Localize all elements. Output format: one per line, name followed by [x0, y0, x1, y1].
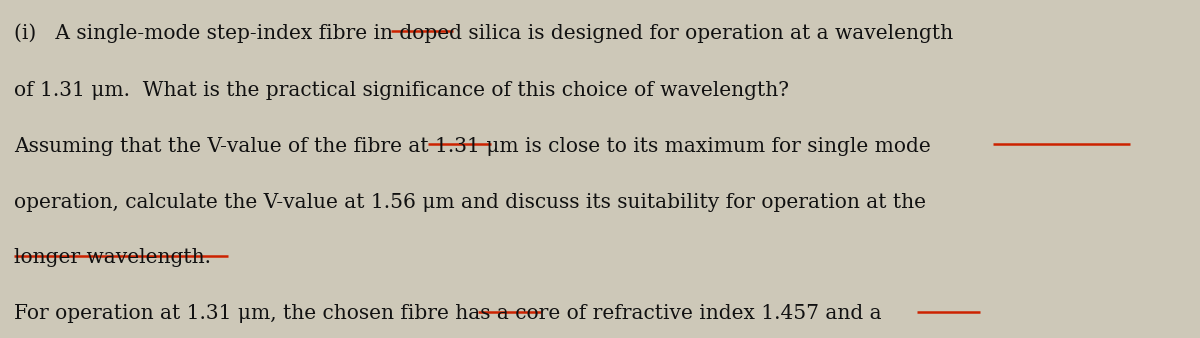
- Text: of 1.31 μm.  What is the practical significance of this choice of wavelength?: of 1.31 μm. What is the practical signif…: [14, 81, 790, 100]
- Text: operation, calculate the V-value at 1.56 μm and discuss its suitability for oper: operation, calculate the V-value at 1.56…: [14, 193, 926, 212]
- Text: longer wavelength.: longer wavelength.: [14, 248, 211, 267]
- Text: For operation at 1.31 μm, the chosen fibre has a core of refractive index 1.457 : For operation at 1.31 μm, the chosen fib…: [14, 304, 882, 323]
- Text: Assuming that the V-value of the fibre at 1.31 μm is close to its maximum for si: Assuming that the V-value of the fibre a…: [14, 137, 931, 156]
- Text: (i)   A single-mode step-index fibre in doped silica is designed for operation a: (i) A single-mode step-index fibre in do…: [14, 24, 954, 43]
